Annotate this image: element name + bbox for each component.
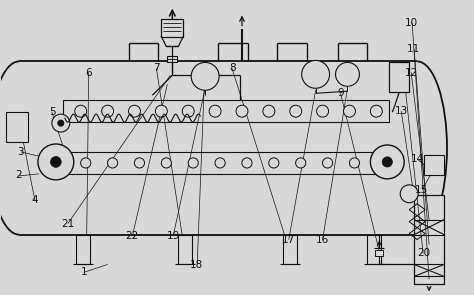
Circle shape [236,105,248,117]
Text: 13: 13 [394,106,408,116]
Circle shape [161,158,172,168]
Circle shape [182,105,194,117]
Text: 1: 1 [81,267,87,277]
Text: 6: 6 [85,68,91,78]
Text: 9: 9 [337,88,344,98]
Circle shape [349,158,359,168]
Bar [283,235,297,264]
Circle shape [155,105,167,117]
Text: 22: 22 [126,231,139,241]
Circle shape [135,158,145,168]
Bar [414,195,444,284]
Circle shape [370,105,383,117]
Bar [178,235,192,264]
Text: 3: 3 [18,147,24,157]
Bar [167,56,177,63]
Circle shape [382,157,392,167]
Bar [389,63,409,92]
Bar [63,100,389,122]
Text: 2: 2 [16,171,22,181]
Circle shape [51,157,61,167]
Text: 7: 7 [154,63,160,73]
Circle shape [81,158,91,168]
Circle shape [188,158,198,168]
Circle shape [75,105,87,117]
Bar [76,235,90,264]
Circle shape [322,158,333,168]
Circle shape [101,105,114,117]
Circle shape [108,158,118,168]
Circle shape [191,63,219,90]
Circle shape [215,158,225,168]
Circle shape [301,60,329,88]
Bar [367,235,381,264]
Text: 10: 10 [405,18,418,28]
Circle shape [317,105,328,117]
Text: 21: 21 [62,219,75,229]
Text: 8: 8 [229,63,236,73]
Circle shape [370,145,404,179]
Bar [424,155,444,175]
Text: 4: 4 [32,195,38,205]
Text: 14: 14 [410,154,424,164]
Circle shape [209,105,221,117]
Circle shape [263,105,275,117]
Bar [6,112,28,142]
Bar [19,61,417,235]
Circle shape [128,105,140,117]
Text: 5: 5 [49,107,55,117]
Circle shape [290,105,301,117]
Circle shape [242,158,252,168]
Circle shape [52,114,70,132]
Circle shape [400,185,418,203]
Bar [63,152,389,174]
Text: 20: 20 [417,248,430,258]
Circle shape [296,158,306,168]
Circle shape [344,105,356,117]
Circle shape [336,63,359,86]
Circle shape [58,120,64,126]
Bar [375,250,383,256]
Circle shape [38,144,74,180]
Text: 16: 16 [316,235,329,245]
Text: 15: 15 [415,185,428,195]
Text: 12: 12 [405,68,418,78]
Text: 17: 17 [283,235,295,245]
Bar [161,19,183,37]
Text: 11: 11 [407,44,420,54]
Text: 18: 18 [190,260,203,270]
Circle shape [269,158,279,168]
Text: 19: 19 [167,231,180,241]
